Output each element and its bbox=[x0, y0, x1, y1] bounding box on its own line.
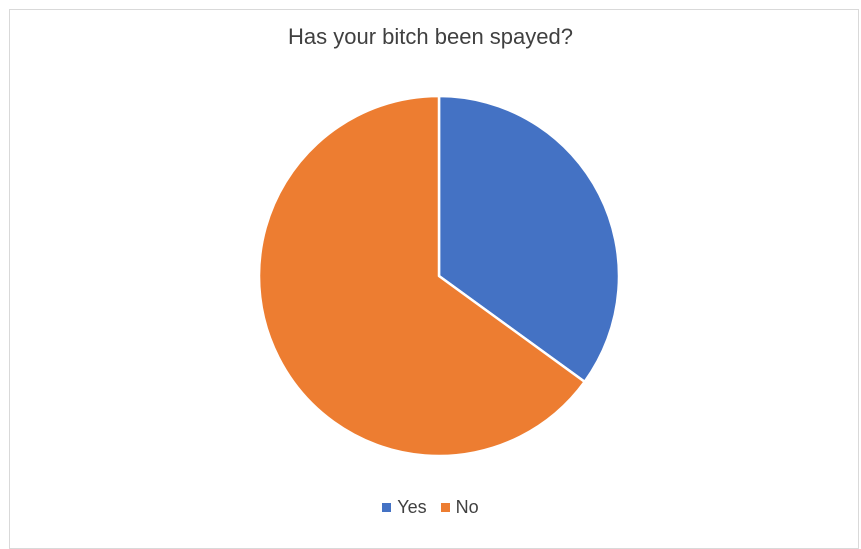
legend-label-no: No bbox=[455, 497, 479, 517]
legend-swatch-yes bbox=[382, 503, 392, 512]
legend-label-yes: Yes bbox=[397, 497, 427, 517]
pie-slice-no bbox=[257, 94, 586, 458]
legend-item-no: No bbox=[440, 497, 479, 518]
legend-swatch-no bbox=[440, 503, 450, 512]
chart-title: Has your bitch been spayed? bbox=[288, 24, 573, 49]
pie-slice-yes bbox=[437, 94, 621, 384]
legend-item-yes: Yes bbox=[382, 497, 427, 518]
legend: Yes No bbox=[0, 497, 861, 518]
